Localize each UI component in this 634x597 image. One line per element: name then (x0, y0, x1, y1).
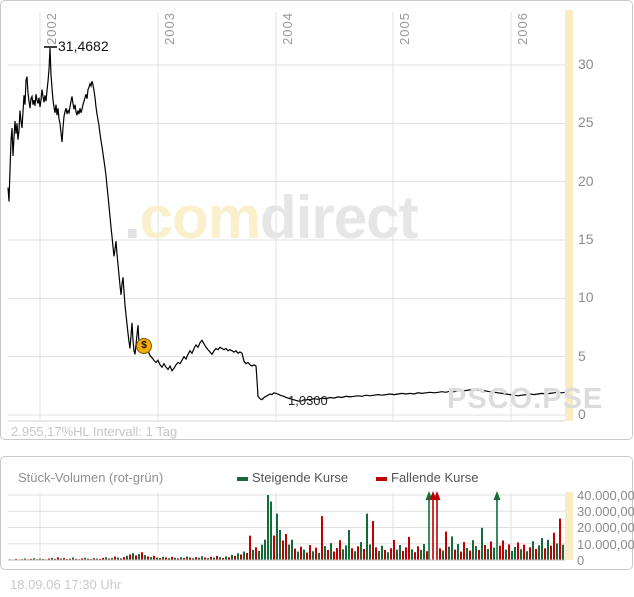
watermark-direct: direct (260, 184, 418, 251)
footer-timestamp: 18.09.06 17:30 Uhr (10, 577, 122, 592)
price-y-tick: 10 (578, 289, 594, 305)
dividend-event-marker-icon: $ (136, 338, 152, 354)
price-y-tick: 0 (578, 406, 586, 422)
volume-y-tick: 30.000,00 (577, 504, 634, 519)
price-y-tick: 20 (578, 173, 594, 189)
volume-y-tick: 40.000,00 (577, 488, 634, 503)
comdirect-watermark: .comdirect (124, 188, 418, 248)
x-axis-year-label: 2004 (280, 12, 295, 45)
watermark-com: com (139, 184, 261, 251)
legend-down-label: Fallende Kurse (391, 470, 479, 485)
price-y-tick: 5 (578, 348, 586, 364)
x-axis-year-label: 2003 (162, 12, 177, 45)
x-axis-year-label: 2005 (397, 12, 412, 45)
price-y-tick: 25 (578, 114, 594, 130)
x-axis-year-label: 2002 (44, 12, 59, 45)
watermark-dot: . (124, 184, 141, 251)
legend-down-swatch-icon (376, 477, 387, 481)
volume-y-tick: 0 (577, 553, 585, 568)
price-status-text: 2.955,17%HL Intervall: 1 Tag (11, 424, 178, 439)
legend-up-label: Steigende Kurse (252, 470, 349, 485)
peak-annotation: 31,4682 (58, 38, 109, 54)
low-annotation: 1,0300 (288, 393, 328, 408)
price-y-tick: 15 (578, 231, 594, 247)
volume-y-tick: 10.000,00 (577, 537, 634, 552)
x-axis-year-label: 2006 (515, 12, 530, 45)
volume-title: Stück-Volumen (rot-grün) (18, 470, 164, 485)
legend-up-swatch-icon (237, 477, 248, 481)
volume-y-tick: 20.000,00 (577, 520, 634, 535)
price-y-tick: 30 (578, 56, 594, 72)
symbol-watermark: PSCO.PSE (447, 383, 604, 415)
